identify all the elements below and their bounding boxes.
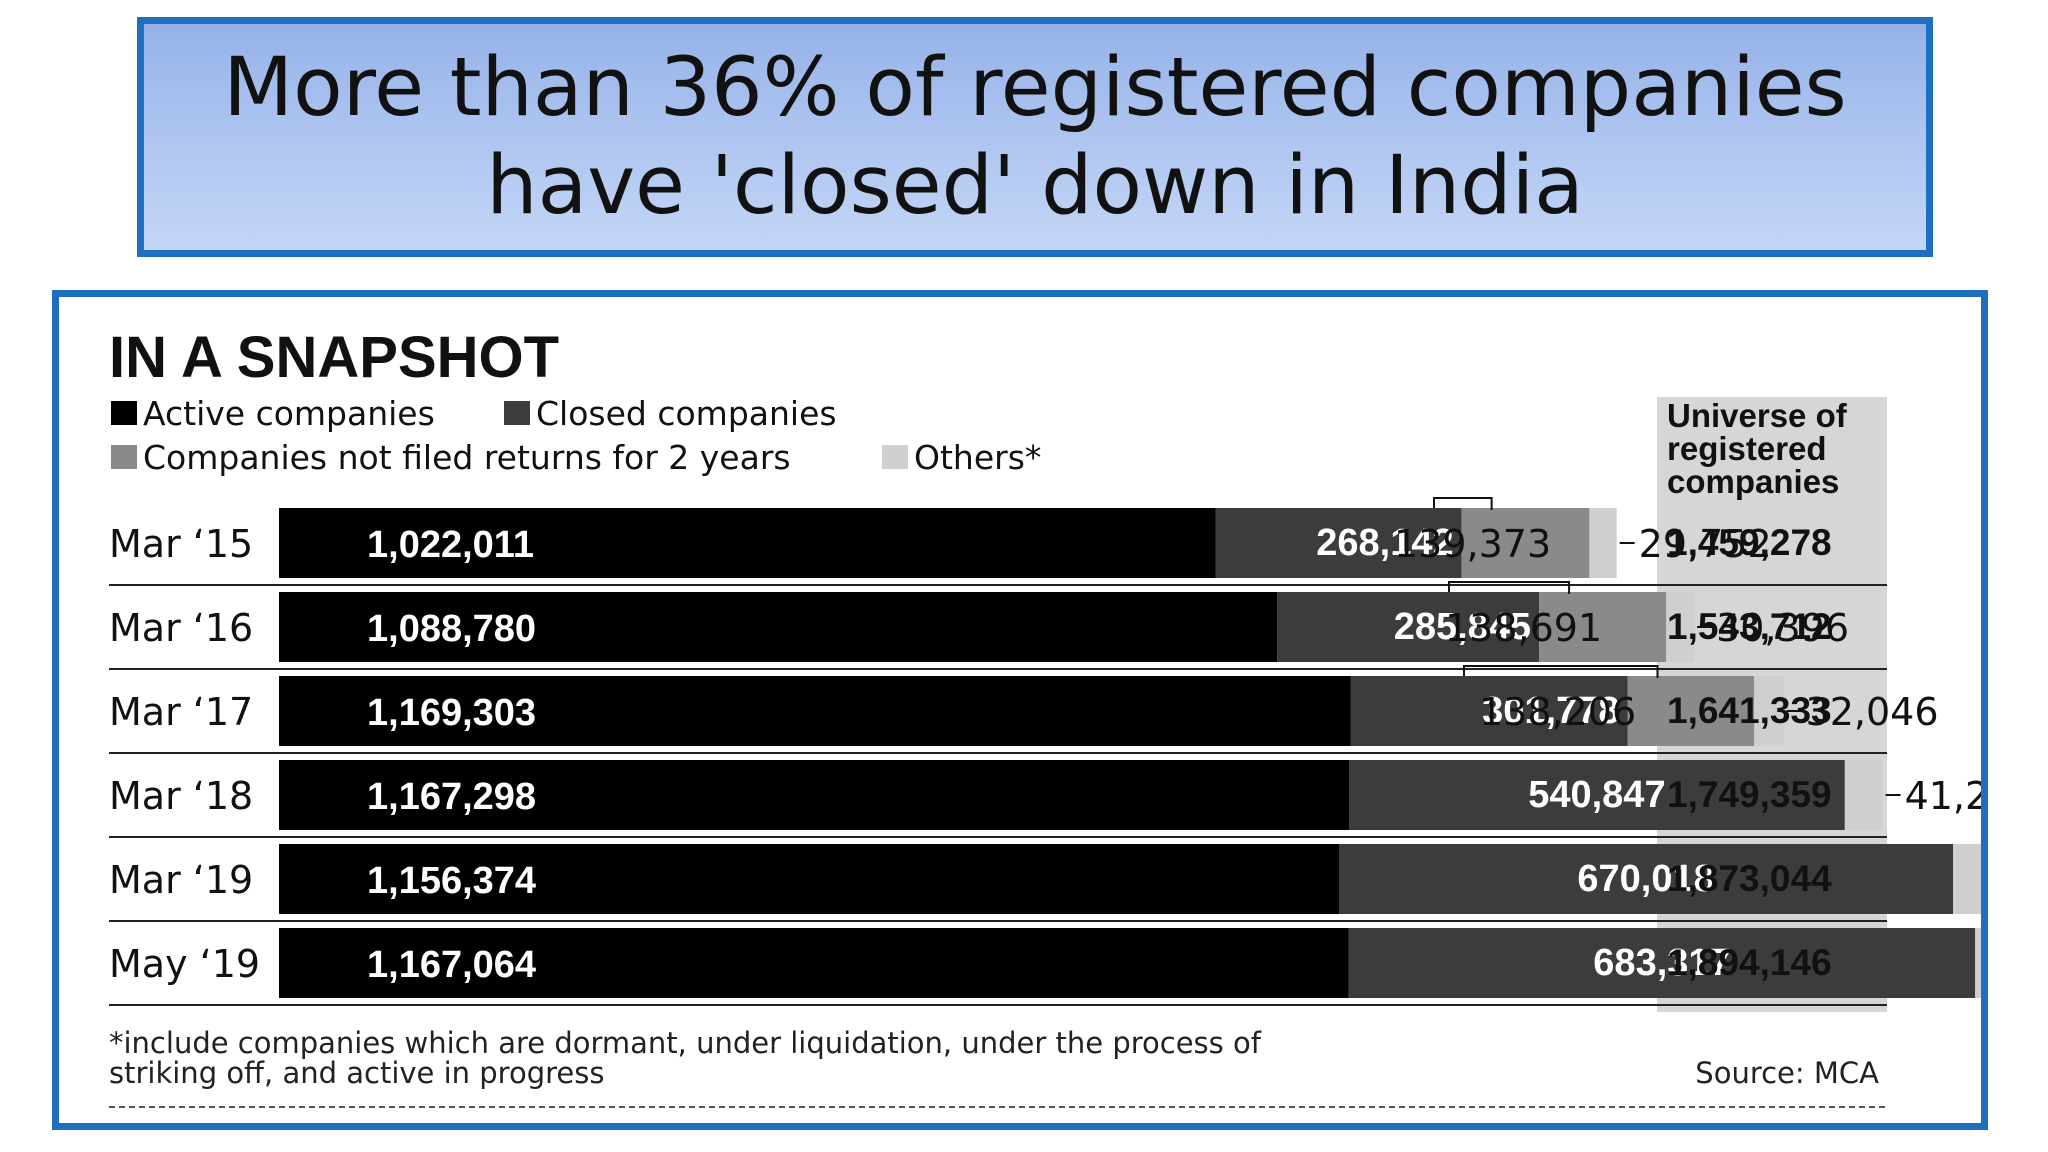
footnote-line-2: striking off, and active in progress [109,1056,604,1090]
leader-bracket [1433,497,1493,510]
legend-swatch [882,445,908,469]
category-label: Mar ‘15 [109,522,253,566]
bar-segment [1349,760,1845,830]
data-label-closed: 268,142 [1316,522,1453,564]
legend-swatch [504,401,530,425]
bar-segment [1461,508,1590,578]
bar-segment [1953,844,1981,914]
bar-segment [279,508,1216,578]
chart-rows: Mar ‘15 1,022,011 268,142 29,752 139,373 1,45… [109,497,1981,1006]
bar-segment [279,844,1340,914]
data-label-not-filed: 138,691 [1445,606,1602,650]
bar-segment [279,676,1351,746]
universe-value: 1,894,146 [1667,942,1832,983]
bar-segment [1339,844,1954,914]
bar-segment [1975,928,1981,998]
legend-item-label: Companies not filed returns for 2 years [143,438,791,477]
legend: Active companies Closed companies Companie… [111,394,1041,477]
category-label: Mar ‘18 [109,774,253,818]
bar-segment [1539,592,1667,662]
chart-row: Mar ‘16 1,088,780 285,845 30,396 138,691 1,54… [109,581,1887,670]
universe-value: 1,459,278 [1667,522,1832,563]
universe-header-line: companies [1667,463,1839,500]
bar-segment [1754,676,1784,746]
universe-value: 1,641,333 [1667,690,1832,731]
data-label-others: 32,046 [1806,690,1939,734]
legend-swatch [111,445,137,469]
data-label-closed: 683,317 [1593,942,1730,984]
universe-value: 1,543,712 [1667,606,1832,647]
stacked-bar-chart: IN A SNAPSHOT Active companies Closed com… [109,325,1981,1108]
universe-header-line: Universe of [1667,397,1848,434]
bar-segment [1589,508,1617,578]
data-label-active: 1,167,298 [367,776,536,818]
source-label: Source: MCA [1695,1056,1879,1090]
legend-item-label: Active companies [143,394,435,433]
title-box: More than 36% of registered companies ha… [137,17,1933,257]
universe-header-line: registered [1667,430,1827,467]
category-label: Mar ‘17 [109,690,253,734]
data-label-not-filed: 138,206 [1479,690,1636,734]
footnote-line-1: *include companies which are dormant, un… [109,1026,1262,1060]
data-label-active: 1,169,303 [367,692,536,734]
bar-segment [1350,676,1628,746]
bar-segment [1627,676,1755,746]
category-label: Mar ‘16 [109,606,253,650]
bar-segment [1666,592,1695,662]
data-label-closed: 285,845 [1394,606,1531,648]
leader-bracket [1463,665,1659,678]
data-label-others: 29,752 [1639,522,1772,566]
chart-title: IN A SNAPSHOT [109,325,559,390]
legend-item-label: Closed companies [536,394,837,433]
data-label-active: 1,088,780 [367,608,536,650]
data-label-closed: 301,778 [1482,690,1619,732]
bar-segment [279,592,1278,662]
data-label-others: 41,214 [1905,774,1981,818]
chart-panel: IN A SNAPSHOT Active companies Closed com… [52,290,1988,1130]
data-label-closed: 670,018 [1577,858,1714,900]
leader-bracket [1448,581,1571,594]
bar-segment [279,760,1350,830]
bar-segment [1215,508,1462,578]
chart-row: Mar ‘15 1,022,011 268,142 29,752 139,373 1,45… [109,497,1887,586]
data-label-active: 1,167,064 [367,944,536,986]
legend-swatch [111,401,137,425]
data-label-active: 1,156,374 [367,860,536,902]
universe-value: 1,749,359 [1667,774,1832,815]
bar-segment [279,928,1349,998]
bar-segment [1844,760,1883,830]
category-label: May ‘19 [109,942,260,986]
chart-row: Mar ‘17 1,169,303 301,778 32,046 138,206 1,64… [109,665,1939,754]
bar-segment [1348,928,1976,998]
slide-title: More than 36% of registered companies ha… [223,41,1847,233]
data-label-not-filed: 139,373 [1394,522,1551,566]
data-label-closed: 540,847 [1528,774,1665,816]
chart-row: Mar ‘18 1,167,298 540,847 41,214 1,749,359 [109,760,1981,838]
bar-segment [1277,592,1540,662]
category-label: Mar ‘19 [109,858,253,902]
data-label-active: 1,022,011 [367,524,534,566]
legend-item-label: Others* [914,438,1041,477]
universe-value: 1,873,044 [1667,858,1832,899]
data-label-others: 30,396 [1716,606,1849,650]
